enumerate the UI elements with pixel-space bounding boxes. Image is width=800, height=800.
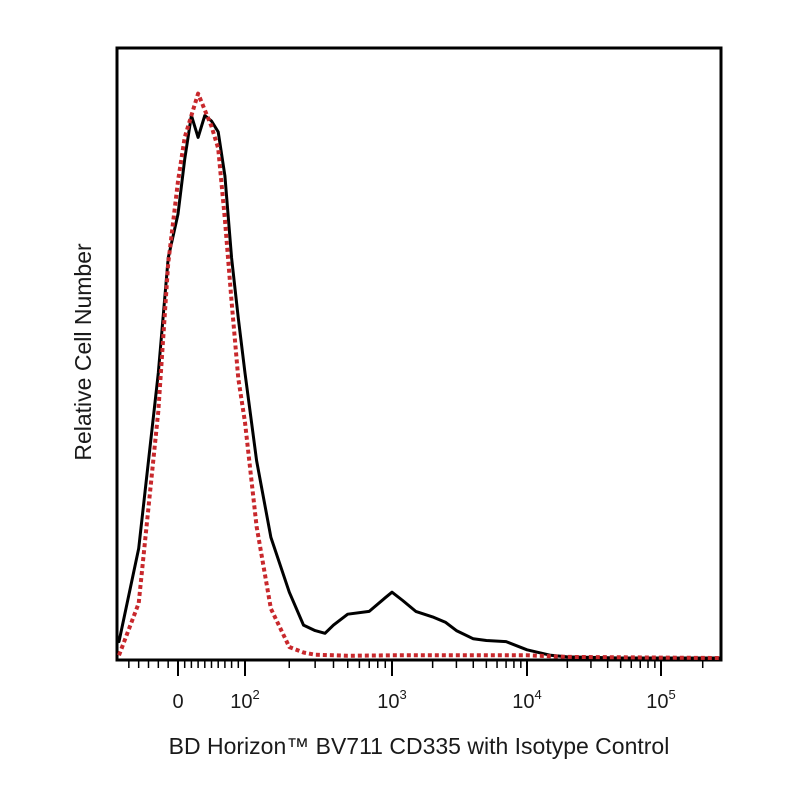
series-line-cd335 [117, 114, 721, 660]
x-tick-label: 103 [377, 687, 406, 713]
series-layer [117, 91, 721, 660]
x-tick-label: 105 [646, 687, 675, 713]
series-line-isotype-control [117, 91, 720, 660]
x-tick-label: 102 [230, 687, 259, 713]
plot-frame [115, 46, 723, 662]
x-axis-minor-ticks [128, 660, 704, 668]
x-tick-label: 0 [172, 691, 183, 713]
x-axis-major-ticks [177, 660, 662, 676]
y-axis-label: Relative Cell Number [70, 243, 96, 461]
x-tick-label: 104 [512, 687, 541, 713]
x-axis-label: BD Horizon™ BV711 CD335 with Isotype Con… [169, 733, 670, 759]
x-axis-tick-labels: 0 102 103 104 105 [172, 687, 675, 713]
